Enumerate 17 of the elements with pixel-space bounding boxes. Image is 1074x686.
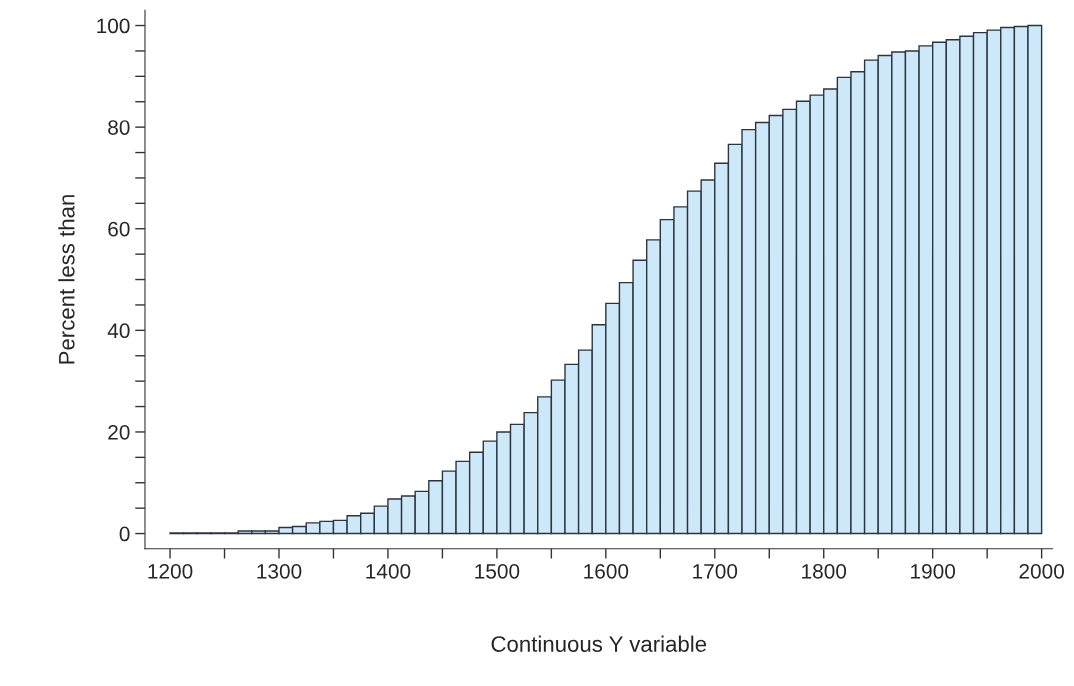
y-axis-title: Percent less than (58, 195, 75, 364)
y-tick-label: 60 (108, 221, 130, 237)
x-tick-label: 1300 (257, 563, 302, 579)
x-axis-title: Continuous Y variable (491, 635, 707, 652)
y-tick-label: 0 (119, 526, 130, 542)
x-tick-label: 1600 (584, 563, 629, 579)
x-tick-label: 1200 (148, 563, 193, 579)
x-tick-label: 1500 (475, 563, 520, 579)
y-tick-label: 100 (97, 18, 130, 34)
y-tick-label: 40 (107, 323, 130, 339)
y-tick-label: 80 (108, 120, 130, 135)
x-tick-label: 1800 (802, 563, 847, 579)
x-tick-label: 1700 (693, 563, 738, 579)
x-tick-label: 1900 (911, 563, 956, 579)
x-tick-label: 2000 (1019, 563, 1064, 579)
y-tick-label: 20 (108, 424, 130, 440)
x-tick-label: 1400 (366, 563, 411, 579)
